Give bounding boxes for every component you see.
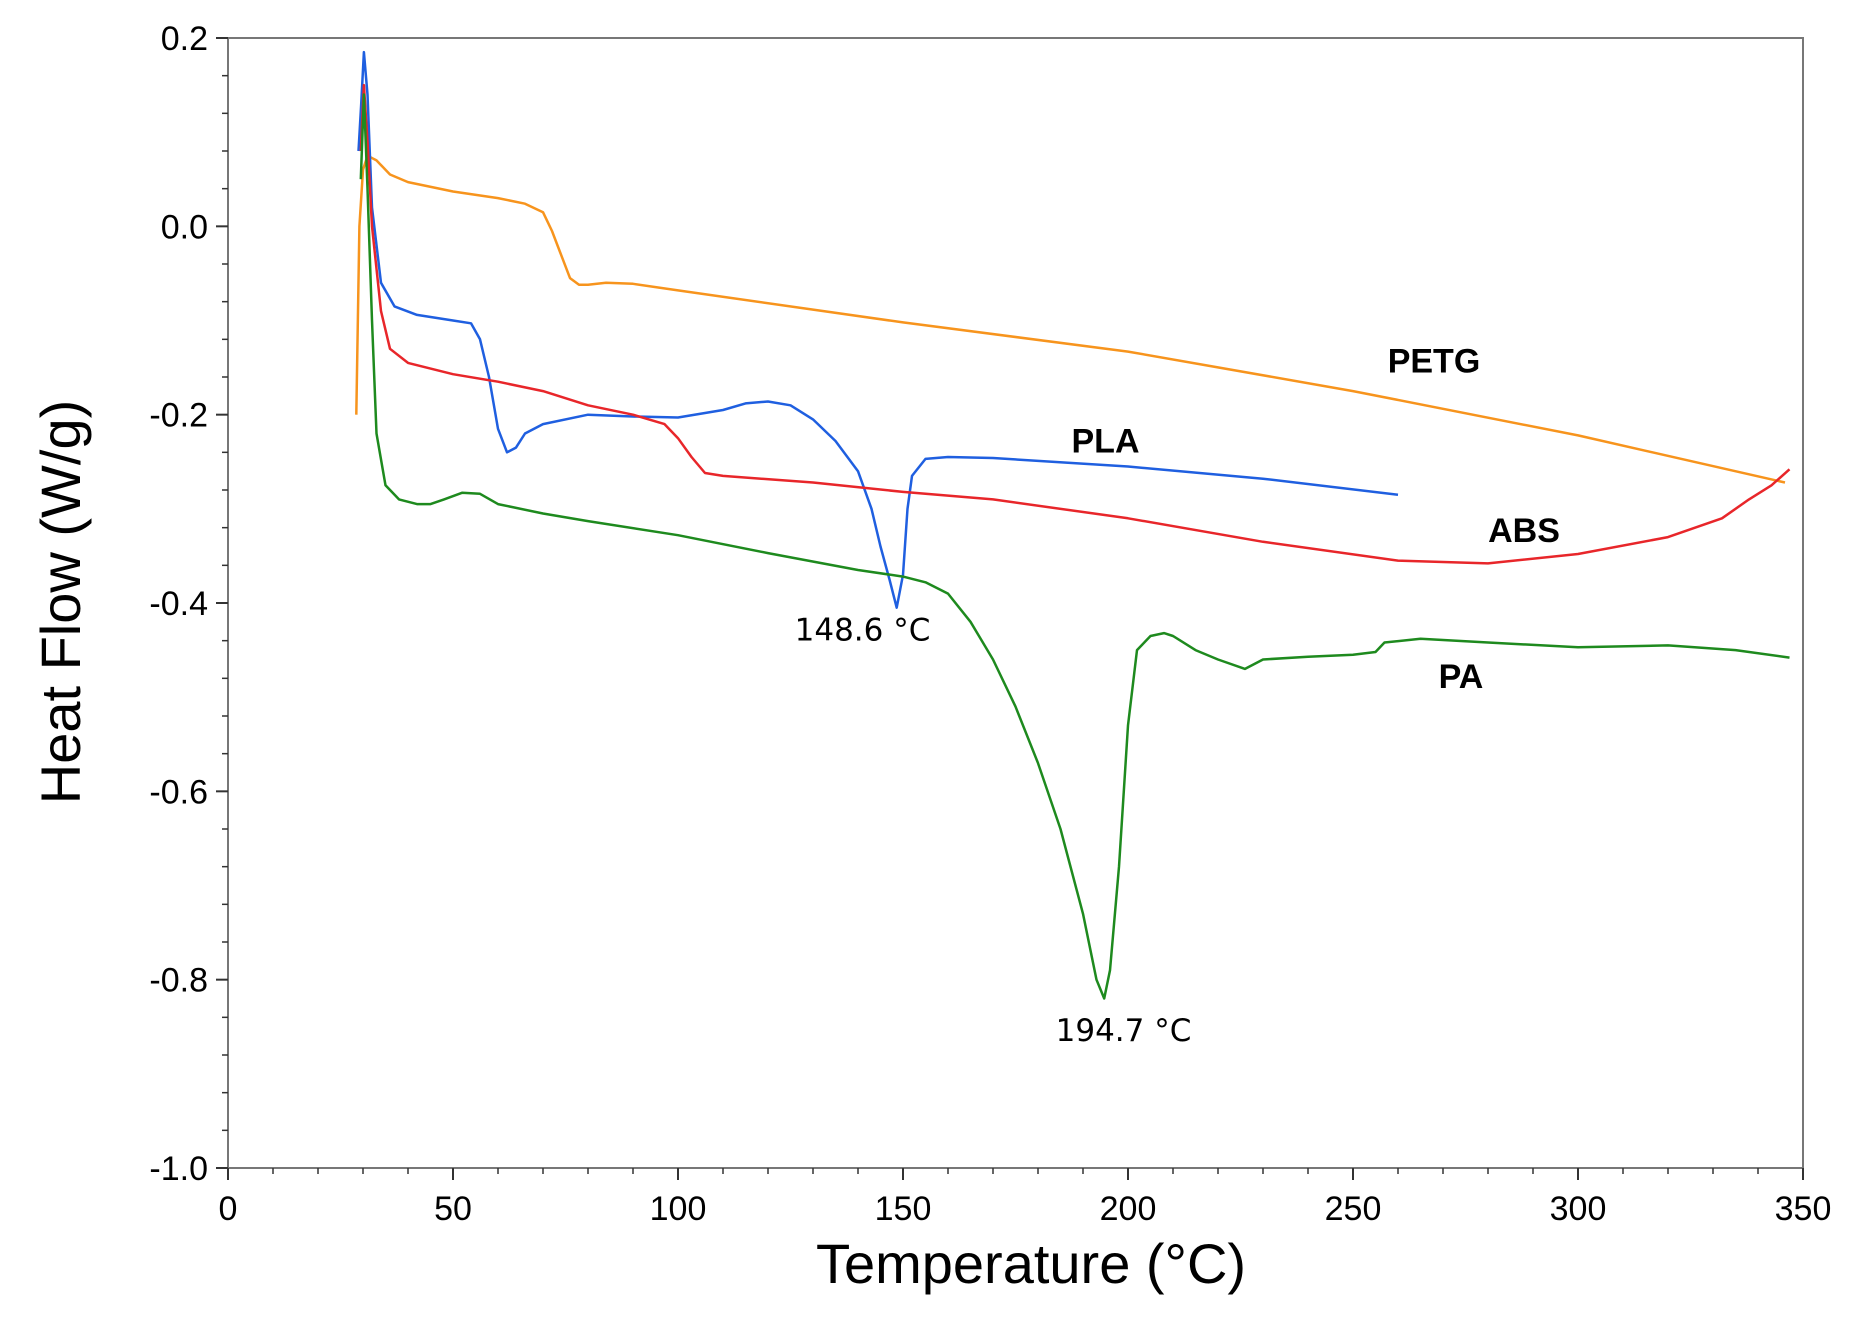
series-label-abs: ABS [1488,512,1560,550]
x-tick-label: 200 [1100,1190,1157,1228]
y-tick-label: -1.0 [149,1150,208,1188]
y-tick-label: -0.6 [149,773,208,811]
y-tick-label: 0.2 [161,20,208,58]
series-label-petg: PETG [1388,342,1481,380]
x-axis-title: Temperature (°C) [816,1232,1246,1295]
series-line-pla [357,50,1399,609]
series-line-petg [355,154,1786,484]
peak-annotation: 148.6 °C [795,613,931,649]
x-tick-label: 50 [434,1190,472,1228]
series-line-pa [359,93,1790,1000]
series-layer [355,50,1791,1000]
series-label-pa: PA [1439,658,1484,696]
y-axis-title: Heat Flow (W/g) [29,400,92,805]
x-tick-label: 0 [219,1190,238,1228]
y-tick-label: -0.2 [149,397,208,435]
series-label-pla: PLA [1072,422,1140,460]
peak-annotation: 194.7 °C [1056,1013,1192,1049]
labels-layer: PETG PLA ABS PA 148.6 °C 194.7 °C [795,342,1560,1049]
x-tick-label: 250 [1325,1190,1382,1228]
series-line-abs [359,83,1791,565]
x-tick-label: 300 [1550,1190,1607,1228]
x-tick-label: 350 [1775,1190,1832,1228]
x-tick-label: 150 [875,1190,932,1228]
y-tick-label: 0.0 [161,208,208,246]
axes-layer: 0 50 100 150 200 250 300 350 0.2 0.0 -0.2 -0.4 -0.6 -… [149,20,1831,1228]
plot-frame [227,37,1804,1169]
y-tick-label: -0.8 [149,962,208,1000]
y-tick-label: -0.4 [149,585,208,623]
x-tick-label: 100 [650,1190,707,1228]
